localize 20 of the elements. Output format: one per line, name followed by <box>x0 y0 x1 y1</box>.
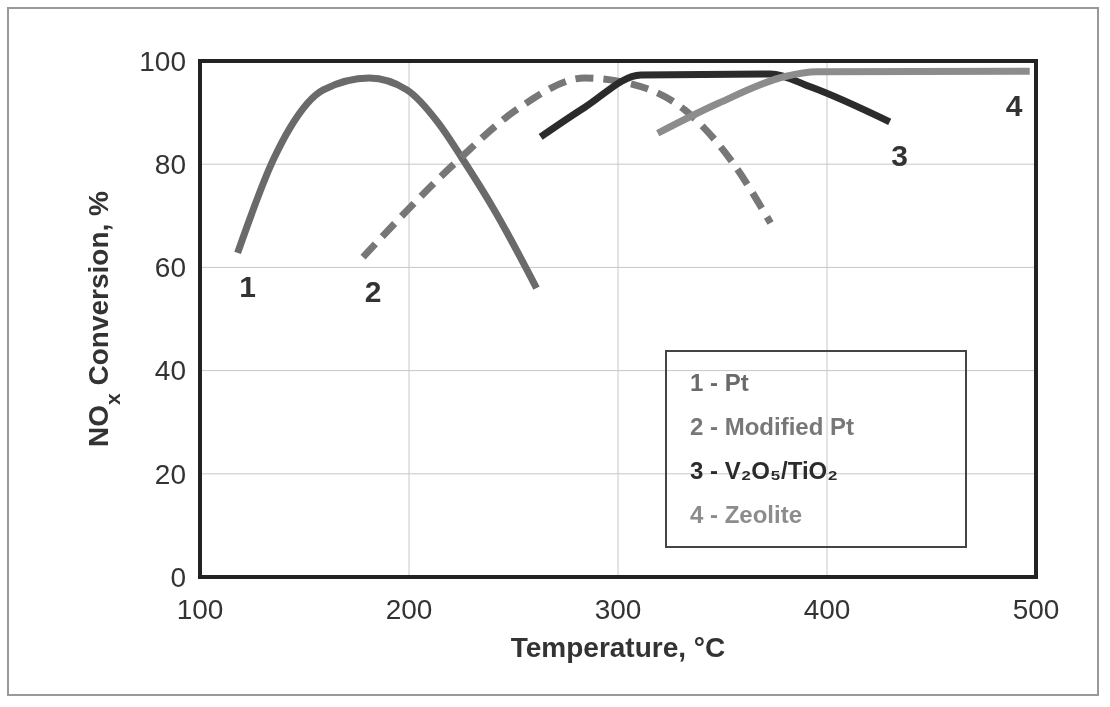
annotation: 1 <box>239 270 256 304</box>
annotation: 3 <box>891 139 909 173</box>
y-tick-label: 0 <box>170 561 186 593</box>
x-tick-label: 300 <box>594 594 642 625</box>
y-tick-label: 40 <box>154 355 186 387</box>
y-tick-label: 20 <box>154 458 186 490</box>
text: 2 - Modified Pt <box>690 413 854 440</box>
x-tick-label: 100 <box>176 594 224 625</box>
y-tick-label: 80 <box>154 149 186 180</box>
text: 1 - Pt <box>690 369 749 396</box>
text: 3 - V₂O₅/TiO₂ <box>690 457 838 484</box>
x-tick-label: 500 <box>1012 594 1060 625</box>
x-tick-label: 400 <box>803 594 851 625</box>
y-tick-label: 60 <box>154 252 186 284</box>
x-tick-label: 200 <box>385 594 433 625</box>
annotation: 4 <box>1005 88 1023 122</box>
text: 4 - Zeolite <box>690 501 803 528</box>
y-tick-label: 100 <box>139 45 186 77</box>
annotation: 2 <box>364 274 382 308</box>
x-axis-title: Temperature, °C <box>510 632 726 663</box>
